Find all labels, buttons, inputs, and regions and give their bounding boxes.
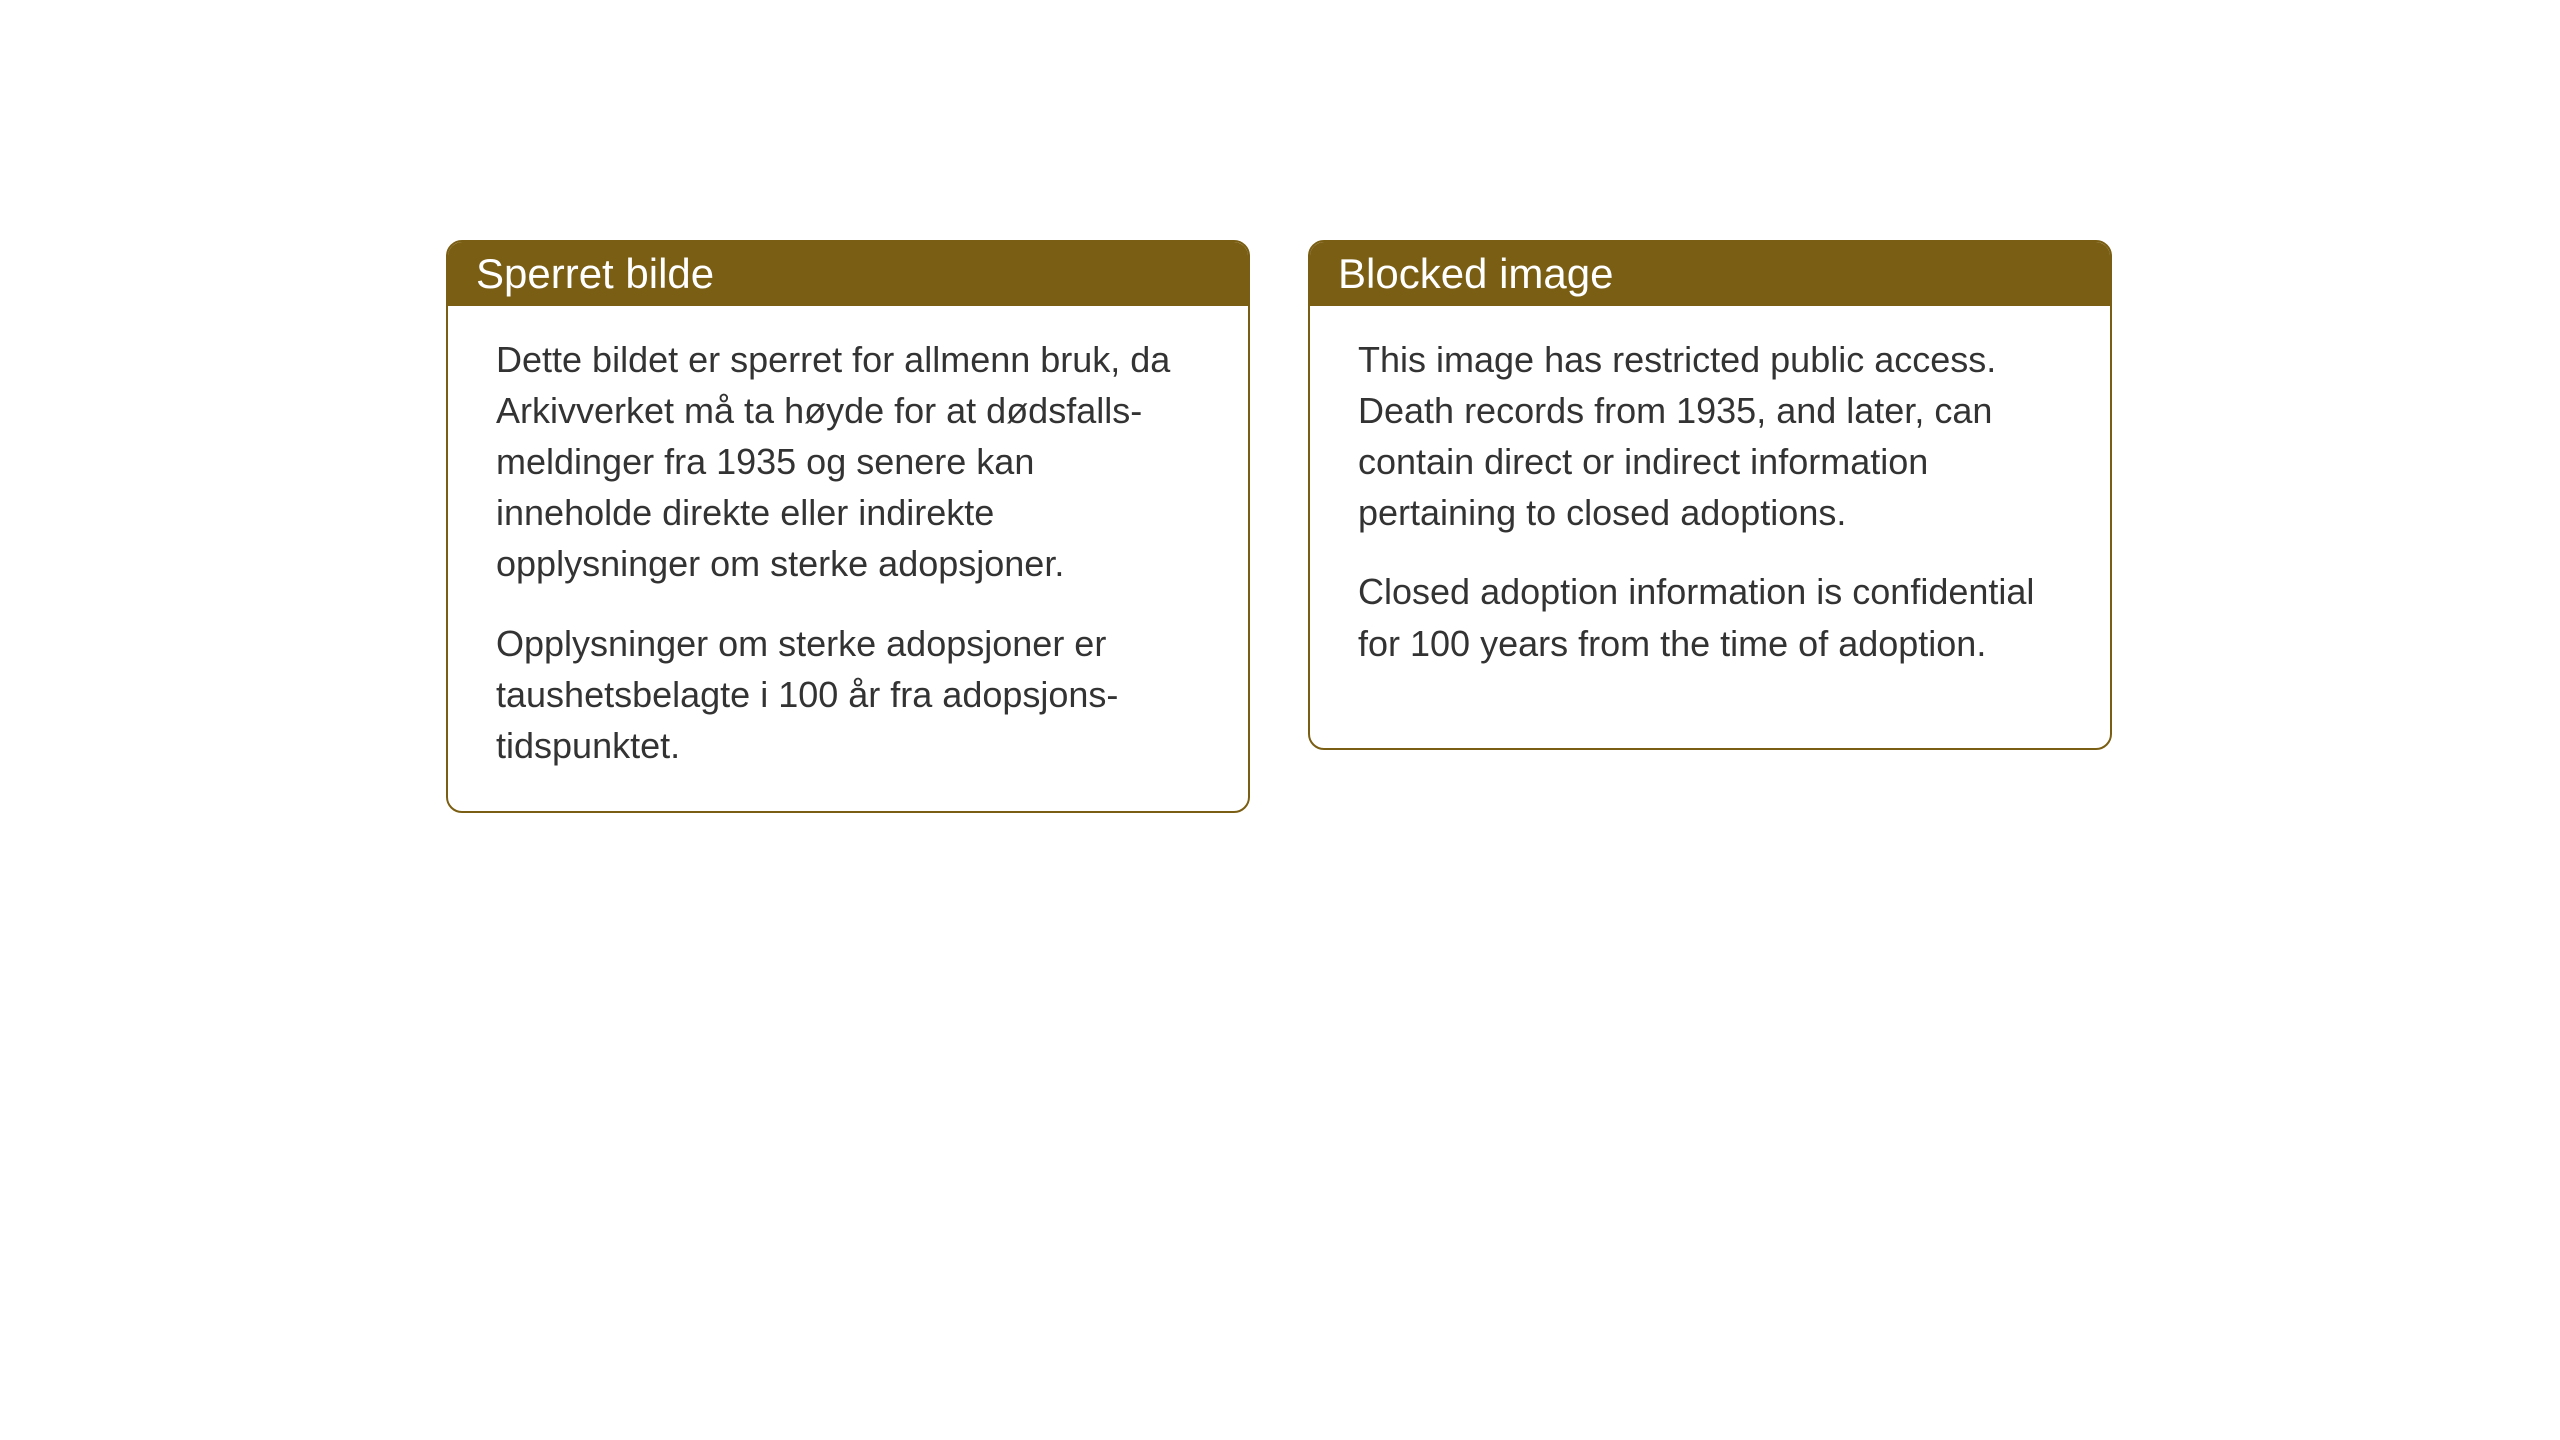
english-paragraph-2: Closed adoption information is confident… [1358,566,2062,668]
cards-container: Sperret bilde Dette bildet er sperret fo… [446,240,2112,813]
norwegian-card-title: Sperret bilde [448,242,1248,306]
english-paragraph-1: This image has restricted public access.… [1358,334,2062,538]
english-card-title: Blocked image [1310,242,2110,306]
english-card-body: This image has restricted public access.… [1310,306,2110,709]
norwegian-card: Sperret bilde Dette bildet er sperret fo… [446,240,1250,813]
english-card: Blocked image This image has restricted … [1308,240,2112,750]
norwegian-card-body: Dette bildet er sperret for allmenn bruk… [448,306,1248,811]
norwegian-paragraph-1: Dette bildet er sperret for allmenn bruk… [496,334,1200,590]
norwegian-paragraph-2: Opplysninger om sterke adopsjoner er tau… [496,618,1200,771]
